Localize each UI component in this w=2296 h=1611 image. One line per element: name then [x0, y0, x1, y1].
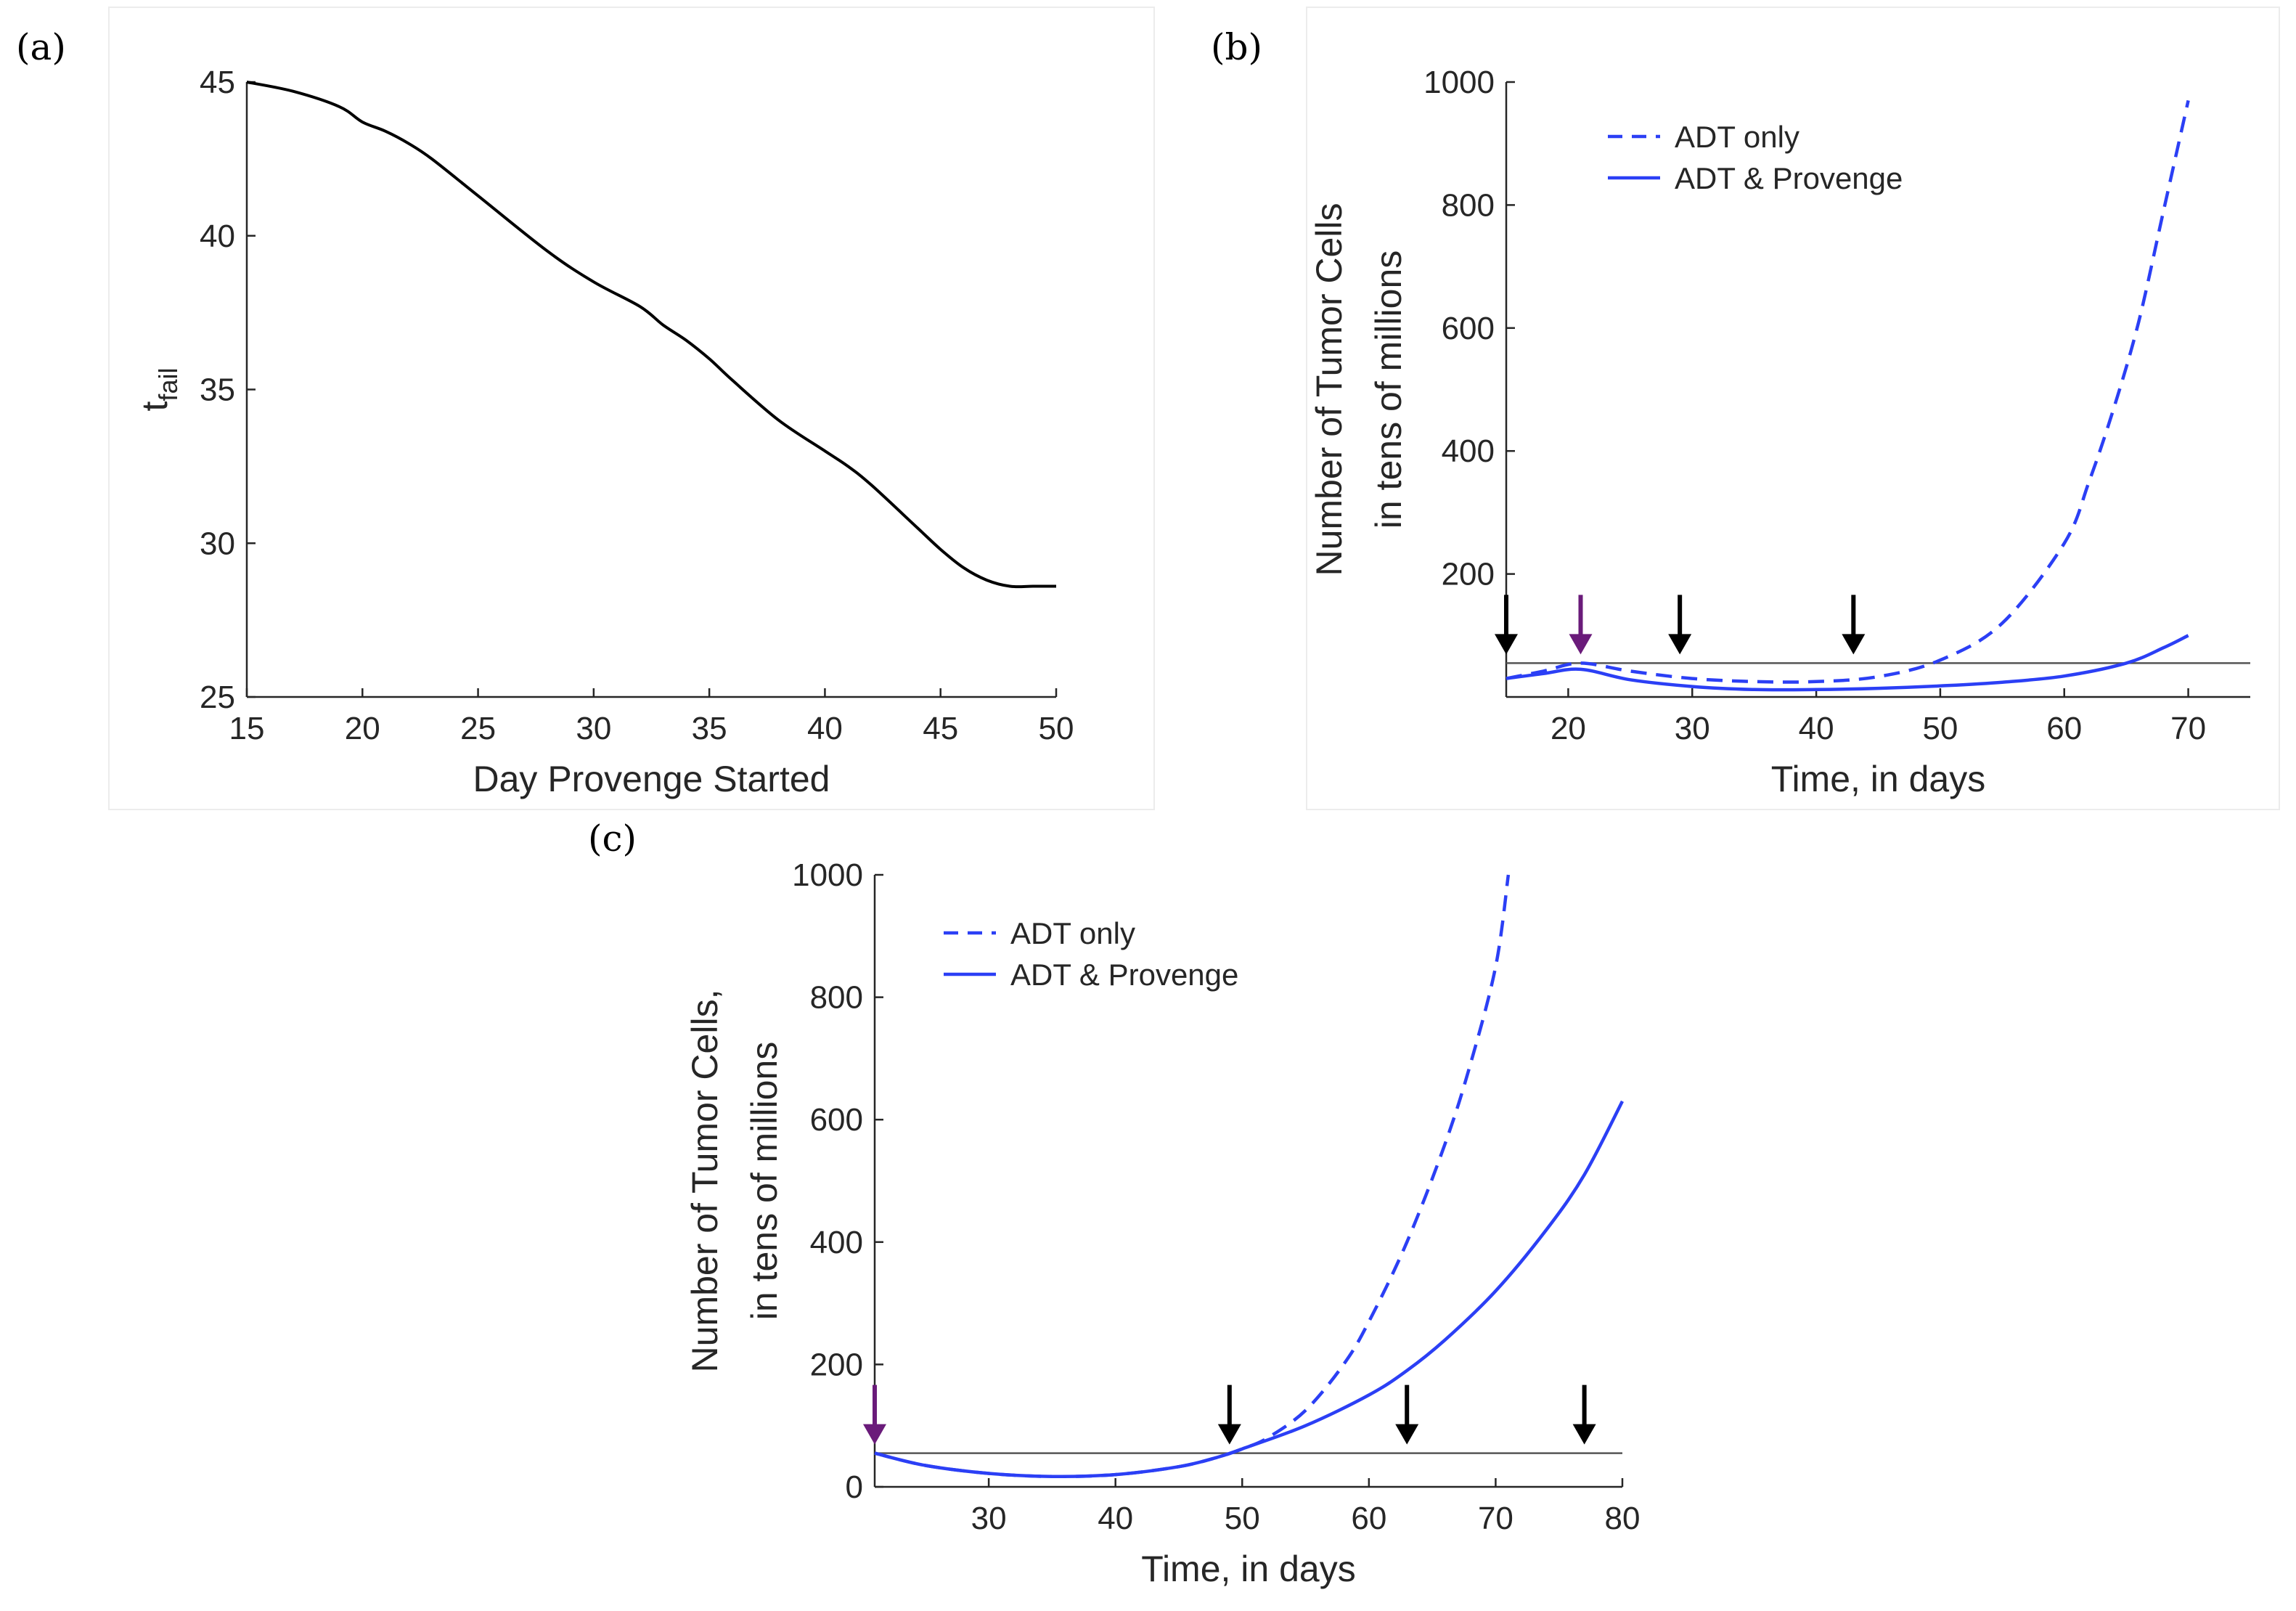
- panel-a-x-tick-label: 35: [692, 711, 727, 746]
- arrow-head: [1842, 634, 1866, 655]
- panel-b-y-tick-label: 1000: [1423, 65, 1495, 100]
- panel-c-arrow-1: [1217, 1384, 1241, 1445]
- panel-b-y-tick-label: 200: [1442, 557, 1495, 592]
- panel-c-y-tick-label: 0: [846, 1469, 863, 1505]
- panel-c-x-tick-label: 70: [1478, 1501, 1513, 1536]
- panel-c-y-tick-label: 200: [810, 1347, 863, 1382]
- panel-a-y-tick-label: 40: [200, 219, 235, 254]
- panel-a-x-label: Day Provenge Started: [473, 759, 830, 799]
- panel-b-x-tick-label: 60: [2046, 711, 2082, 746]
- panel-c-arrow-3: [1572, 1384, 1596, 1445]
- panel-b-x-tick-label: 40: [1799, 711, 1834, 746]
- panel-c-y-tick-label: 400: [810, 1225, 863, 1260]
- panel-c-arrow-0: [863, 1384, 886, 1445]
- panel-c-x-tick-label: 50: [1225, 1501, 1260, 1536]
- panel-b-y-label-2: in tens of millions: [1368, 250, 1409, 529]
- panel-c-x-tick-label: 80: [1605, 1501, 1641, 1536]
- panel-a-label: (a): [16, 26, 66, 68]
- panel-b-legend-label-1: ADT & Provenge: [1675, 161, 1903, 195]
- panel-a-x-tick-label: 40: [807, 711, 843, 746]
- panel-a-x-tick-label: 20: [345, 711, 380, 746]
- panel-a-x-tick-label: 15: [229, 711, 265, 746]
- panel-b-frame: [1306, 7, 2280, 810]
- panel-b-x-label: Time, in days: [1771, 759, 1985, 799]
- panel-b-y-label: Number of Tumor Cells: [1309, 203, 1349, 576]
- panel-c-y-tick-label: 800: [810, 980, 863, 1016]
- panel-b-x-tick-label: 70: [2170, 711, 2206, 746]
- panel-b-chart: 20 30 40 50 60 70 200 400 600 800 1000 Time, in day…: [1309, 65, 2250, 799]
- arrow-head: [1569, 634, 1593, 655]
- panel-c-x-tick-label: 30: [971, 1501, 1007, 1536]
- panel-b-x-tick-label: 20: [1551, 711, 1586, 746]
- panel-a-y-tick-label: 30: [200, 526, 235, 561]
- panel-a-y-label: tfail: [134, 368, 183, 412]
- panel-a-y-tick-label: 35: [200, 372, 235, 408]
- panel-c-y-label: Number of Tumor Cells,: [685, 990, 725, 1373]
- panel-a-y-tick-label: 45: [200, 65, 235, 100]
- panel-a-y-tick-label: 25: [200, 680, 235, 715]
- arrow-head: [1217, 1424, 1241, 1445]
- panel-b-y-tick-label: 400: [1442, 433, 1495, 469]
- panel-c-label: (c): [588, 817, 637, 860]
- panel-b-series-adt-provenge-line: [1506, 634, 2189, 692]
- panel-b-y-tick-label: 600: [1442, 311, 1495, 346]
- panel-a-x-tick-label: 30: [576, 711, 611, 746]
- panel-a-x-tick-label: 25: [460, 711, 496, 746]
- panel-b-arrow-1: [1569, 595, 1593, 655]
- panel-c-series-adt-provenge-line: [874, 1100, 1625, 1479]
- panel-b-label: (b): [1211, 26, 1262, 68]
- panel-a-chart: 15 20 25 30 35 40 45 50 25 30 35 40 45 Day Provenge S…: [134, 65, 1074, 799]
- arrow-head: [1395, 1424, 1419, 1445]
- panel-b-arrow-0: [1495, 595, 1518, 655]
- panel-c-x-tick-label: 40: [1098, 1501, 1133, 1536]
- panel-a-y-label-main: t: [134, 401, 175, 411]
- panel-b-x-tick-label: 30: [1675, 711, 1710, 746]
- panel-c-x-label: Time, in days: [1141, 1549, 1355, 1589]
- panel-b-x-tick-label: 50: [1922, 711, 1958, 746]
- arrow-head: [863, 1424, 886, 1445]
- panel-c-legend-label-0: ADT only: [1010, 916, 1135, 950]
- panel-a-frame: [108, 7, 1155, 810]
- panel-a-x-tick-label: 45: [923, 711, 958, 746]
- panel-b-series-adt-only-line: [1506, 99, 2190, 684]
- panel-c-y-label-2: in tens of millions: [744, 1042, 785, 1321]
- panel-c-x-tick-label: 60: [1351, 1501, 1386, 1536]
- panel-c-arrow-2: [1395, 1384, 1419, 1445]
- panel-b-arrow-3: [1842, 595, 1866, 655]
- panel-a-x-tick-label: 50: [1039, 711, 1074, 746]
- panel-a-line: [246, 81, 1056, 589]
- arrow-head: [1495, 634, 1518, 655]
- panel-b-arrow-2: [1668, 595, 1692, 655]
- panel-a-y-label-sub: fail: [153, 368, 183, 401]
- panel-c-y-tick-label: 1000: [792, 857, 863, 893]
- panel-b-legend-label-0: ADT only: [1675, 120, 1799, 154]
- panel-c-y-tick-label: 600: [810, 1102, 863, 1138]
- arrow-head: [1572, 1424, 1596, 1445]
- panel-b-y-tick-label: 800: [1442, 187, 1495, 223]
- panel-c-legend-label-1: ADT & Provenge: [1010, 958, 1238, 992]
- arrow-head: [1668, 634, 1692, 655]
